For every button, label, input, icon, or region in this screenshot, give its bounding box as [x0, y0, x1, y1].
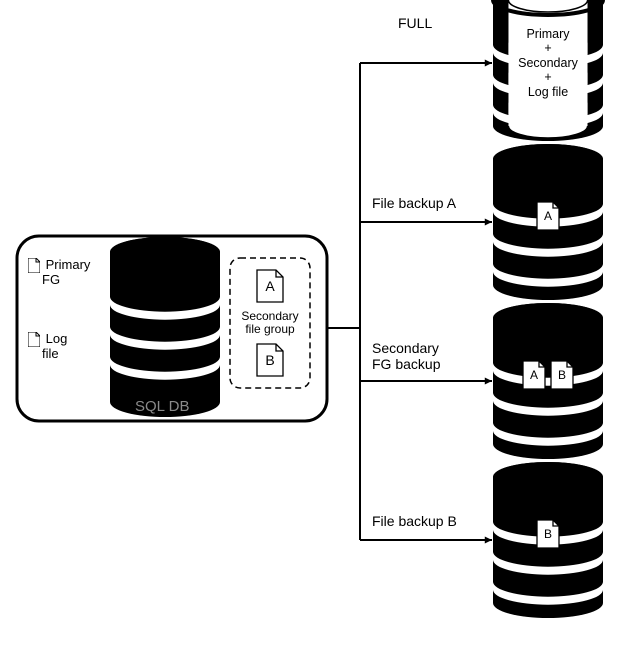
- svg-text:A: A: [530, 368, 538, 382]
- target-db-fileB: B: [493, 462, 603, 618]
- log-file-label: Log file: [28, 332, 67, 362]
- svg-text:B: B: [558, 368, 566, 382]
- target-db-fileA: A: [493, 144, 603, 300]
- secondary-file-group-label: Secondary file group: [238, 310, 302, 336]
- svg-text:B: B: [544, 527, 552, 541]
- svg-text:B: B: [265, 352, 274, 368]
- sql-db-caption: SQL DB: [135, 398, 189, 415]
- primary-fg-label: Primary FG: [28, 258, 90, 288]
- edge-label-file-a: File backup A: [372, 195, 456, 211]
- svg-text:A: A: [544, 209, 552, 223]
- target-db-secFG: AB: [493, 303, 603, 459]
- edge-label-file-b: File backup B: [372, 513, 457, 529]
- edge-label-full: FULL: [398, 15, 432, 31]
- source-db-icon: [110, 237, 220, 417]
- edge-label-secondary-fg: Secondary FG backup: [372, 340, 440, 372]
- full-backup-content: Primary + Secondary + Log file: [503, 27, 593, 99]
- svg-text:A: A: [265, 278, 275, 294]
